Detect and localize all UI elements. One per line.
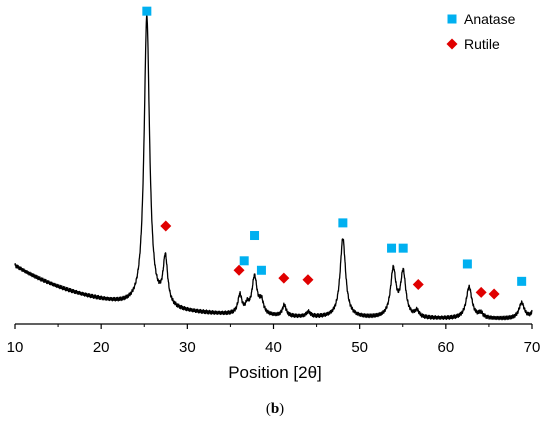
anatase-marker bbox=[517, 276, 527, 286]
anatase-marker bbox=[250, 231, 260, 241]
plot-area bbox=[14, 6, 533, 321]
figure-caption: (b) bbox=[266, 401, 284, 417]
anatase-marker bbox=[142, 6, 152, 16]
x-tick-label: 20 bbox=[93, 339, 110, 356]
x-tick-label: 60 bbox=[437, 339, 454, 356]
caption-letter: b bbox=[271, 401, 279, 417]
series-line bbox=[14, 13, 533, 321]
anatase-marker bbox=[338, 218, 348, 228]
x-axis: 10 20 30 40 50 60 70 bbox=[7, 323, 541, 356]
anatase-marker bbox=[239, 256, 249, 266]
rutile-marker bbox=[302, 274, 314, 286]
anatase-marker bbox=[256, 265, 266, 275]
anatase-marker bbox=[398, 243, 408, 253]
x-axis-title: Position [2θ] bbox=[228, 363, 322, 382]
legend-label: Rutile bbox=[464, 36, 500, 52]
anatase-marker bbox=[462, 259, 472, 269]
rutile-legend-marker bbox=[446, 38, 458, 50]
rutile-marker bbox=[233, 264, 245, 276]
rutile-marker bbox=[412, 279, 424, 290]
x-tick-label: 10 bbox=[7, 339, 24, 356]
x-tick-label: 50 bbox=[351, 339, 368, 356]
rutile-marker bbox=[475, 286, 487, 298]
x-tick-label: 30 bbox=[179, 339, 196, 356]
legend-label: Anatase bbox=[464, 11, 516, 27]
rutile-marker bbox=[160, 220, 172, 232]
x-tick-label: 40 bbox=[265, 339, 282, 356]
anatase-marker bbox=[387, 243, 397, 253]
legend: Anatase Rutile bbox=[446, 11, 516, 52]
x-tick-label: 70 bbox=[524, 339, 541, 356]
rutile-marker bbox=[488, 288, 500, 300]
rutile-marker bbox=[278, 272, 290, 284]
anatase-legend-marker bbox=[447, 14, 457, 24]
